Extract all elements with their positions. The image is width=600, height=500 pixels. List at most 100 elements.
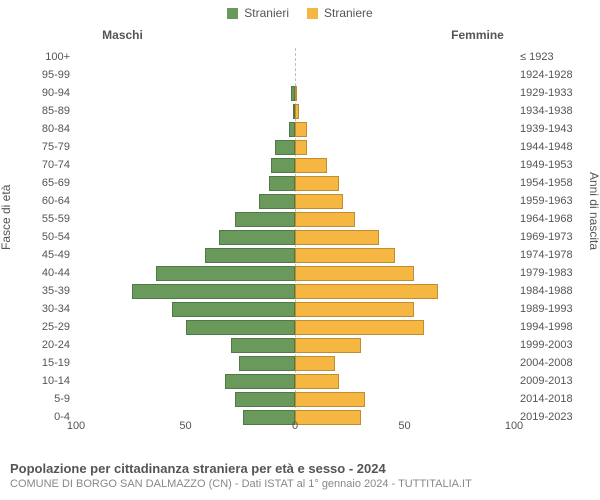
age-label: 20-24 <box>24 339 70 351</box>
bar-male <box>186 320 296 335</box>
bar-female <box>295 392 365 407</box>
age-label: 40-44 <box>24 267 70 279</box>
age-label: 10-14 <box>24 375 70 387</box>
bar-female <box>295 158 327 173</box>
pyramid-row: 5-92014-2018 <box>76 390 514 408</box>
birth-year-label: 1954-1958 <box>520 177 582 189</box>
age-label: 95-99 <box>24 69 70 81</box>
pyramid-row: 100+≤ 1923 <box>76 48 514 66</box>
birth-year-label: 1939-1943 <box>520 123 582 135</box>
age-label: 80-84 <box>24 123 70 135</box>
legend-swatch-male <box>227 8 238 19</box>
column-headers: Maschi Femmine <box>0 28 600 42</box>
pyramid-row: 60-641959-1963 <box>76 192 514 210</box>
birth-year-label: 2009-2013 <box>520 375 582 387</box>
birth-year-label: 1974-1978 <box>520 249 582 261</box>
birth-year-label: 1999-2003 <box>520 339 582 351</box>
bar-female <box>295 212 355 227</box>
bar-male <box>172 302 295 317</box>
age-label: 5-9 <box>24 393 70 405</box>
legend-label-female: Straniere <box>324 6 373 20</box>
bar-male <box>219 230 295 245</box>
bar-female <box>295 266 414 281</box>
legend-swatch-female <box>307 8 318 19</box>
x-tick: 100 <box>67 420 85 432</box>
age-label: 70-74 <box>24 159 70 171</box>
caption-title: Popolazione per cittadinanza straniera p… <box>10 461 590 476</box>
pyramid-row: 35-391984-1988 <box>76 282 514 300</box>
birth-year-label: 1984-1988 <box>520 285 582 297</box>
bar-female <box>295 122 307 137</box>
pyramid-row: 95-991924-1928 <box>76 66 514 84</box>
population-pyramid: 100+≤ 192395-991924-192890-941929-193385… <box>76 48 514 418</box>
x-tick: 50 <box>398 420 410 432</box>
caption: Popolazione per cittadinanza straniera p… <box>10 461 590 490</box>
pyramid-row: 20-241999-2003 <box>76 336 514 354</box>
age-label: 100+ <box>24 51 70 63</box>
pyramid-row: 30-341989-1993 <box>76 300 514 318</box>
legend-item-male: Stranieri <box>227 6 289 20</box>
bar-female <box>295 356 335 371</box>
pyramid-row: 90-941929-1933 <box>76 84 514 102</box>
pyramid-row: 70-741949-1953 <box>76 156 514 174</box>
birth-year-label: 1929-1933 <box>520 87 582 99</box>
bar-male <box>225 374 295 389</box>
bar-female <box>295 248 395 263</box>
bar-male <box>239 356 295 371</box>
bar-male <box>259 194 295 209</box>
age-label: 55-59 <box>24 213 70 225</box>
pyramid-row: 75-791944-1948 <box>76 138 514 156</box>
bar-female <box>295 284 438 299</box>
birth-year-label: 1979-1983 <box>520 267 582 279</box>
bar-female <box>295 338 361 353</box>
pyramid-row: 80-841939-1943 <box>76 120 514 138</box>
birth-year-label: 1924-1928 <box>520 69 582 81</box>
age-label: 25-29 <box>24 321 70 333</box>
birth-year-label: 2019-2023 <box>520 411 582 423</box>
bar-female <box>295 104 299 119</box>
legend-item-female: Straniere <box>307 6 373 20</box>
pyramid-row: 10-142009-2013 <box>76 372 514 390</box>
legend-label-male: Stranieri <box>244 6 289 20</box>
bar-female <box>295 86 297 101</box>
bar-male <box>271 158 295 173</box>
bar-female <box>295 302 414 317</box>
pyramid-row: 65-691954-1958 <box>76 174 514 192</box>
birth-year-label: 2004-2008 <box>520 357 582 369</box>
age-label: 30-34 <box>24 303 70 315</box>
birth-year-label: 1964-1968 <box>520 213 582 225</box>
pyramid-row: 40-441979-1983 <box>76 264 514 282</box>
bar-male <box>156 266 295 281</box>
x-axis: 10050050100 <box>76 420 514 438</box>
pyramid-row: 85-891934-1938 <box>76 102 514 120</box>
birth-year-label: 1969-1973 <box>520 231 582 243</box>
birth-year-label: 2014-2018 <box>520 393 582 405</box>
bar-female <box>295 176 339 191</box>
age-label: 90-94 <box>24 87 70 99</box>
bar-female <box>295 320 424 335</box>
age-label: 0-4 <box>24 411 70 423</box>
bar-male <box>132 284 295 299</box>
x-tick: 0 <box>292 420 298 432</box>
bar-male <box>235 392 295 407</box>
bar-male <box>231 338 295 353</box>
bar-female <box>295 374 339 389</box>
age-label: 45-49 <box>24 249 70 261</box>
header-male: Maschi <box>0 28 300 42</box>
birth-year-label: 1949-1953 <box>520 159 582 171</box>
y-axis-title-left: Fasce di età <box>0 185 13 250</box>
bar-male <box>235 212 295 227</box>
age-label: 50-54 <box>24 231 70 243</box>
age-label: 75-79 <box>24 141 70 153</box>
legend: Stranieri Straniere <box>0 6 600 20</box>
birth-year-label: 1994-1998 <box>520 321 582 333</box>
pyramid-row: 50-541969-1973 <box>76 228 514 246</box>
bar-female <box>295 140 307 155</box>
bar-male <box>205 248 295 263</box>
bar-female <box>295 230 379 245</box>
bar-male <box>275 140 295 155</box>
age-label: 15-19 <box>24 357 70 369</box>
birth-year-label: 1934-1938 <box>520 105 582 117</box>
pyramid-row: 15-192004-2008 <box>76 354 514 372</box>
birth-year-label: 1989-1993 <box>520 303 582 315</box>
